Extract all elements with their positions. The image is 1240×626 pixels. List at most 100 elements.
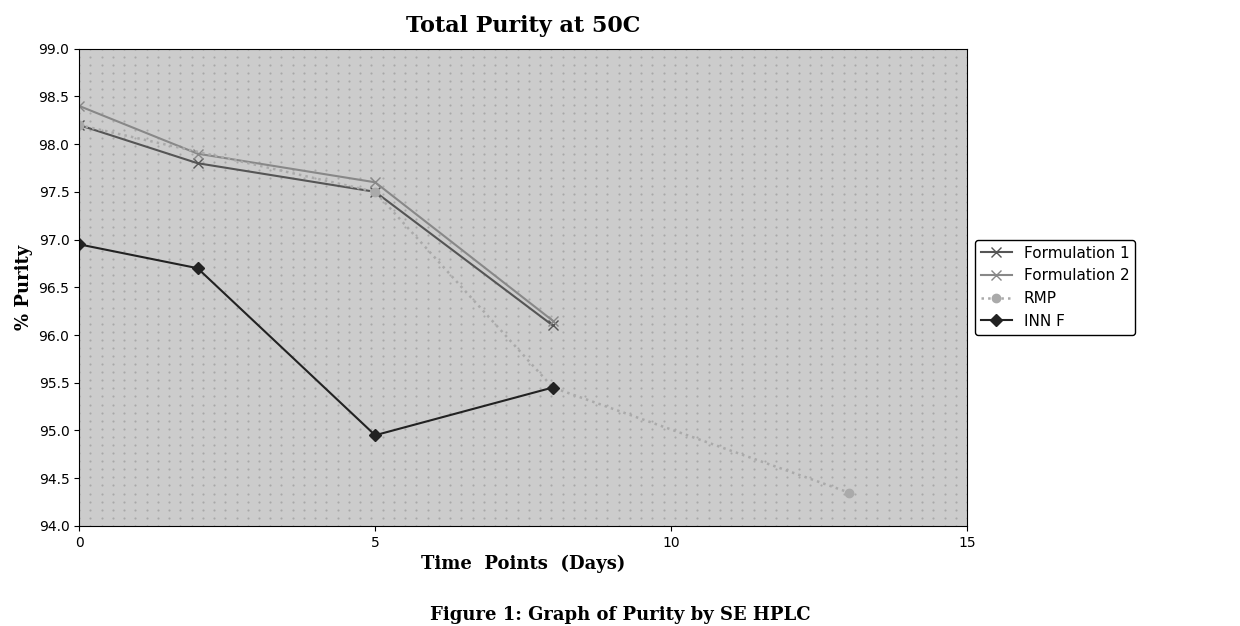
Point [92, 302, 112, 312]
Point [125, 116, 145, 126]
Point [800, 189, 820, 199]
Point [879, 52, 899, 62]
Point [429, 238, 449, 248]
Point [81, 133, 100, 143]
Point [440, 286, 460, 296]
Point [620, 76, 640, 86]
Point [92, 481, 112, 491]
Point [125, 432, 145, 442]
Point [564, 100, 584, 110]
Point [272, 473, 291, 483]
Point [755, 133, 775, 143]
Point [901, 246, 921, 256]
Point [833, 222, 853, 232]
Point [159, 165, 179, 175]
Point [227, 197, 247, 207]
Point [136, 376, 156, 386]
Point [159, 383, 179, 393]
Point [418, 505, 438, 515]
Point [205, 513, 224, 523]
Point [553, 343, 573, 353]
Point [125, 302, 145, 312]
Point [822, 230, 842, 240]
Point [294, 270, 314, 280]
Point [81, 165, 100, 175]
Point [711, 416, 730, 426]
Point [800, 456, 820, 466]
Point [316, 92, 336, 102]
Point [935, 230, 955, 240]
Point [463, 133, 482, 143]
Point [800, 335, 820, 345]
Point [901, 92, 921, 102]
Point [711, 222, 730, 232]
Point [598, 521, 618, 531]
Point [733, 222, 753, 232]
Point [260, 230, 280, 240]
Point [193, 448, 213, 458]
Point [125, 294, 145, 304]
Point [575, 189, 595, 199]
Point [69, 464, 89, 475]
Point [474, 359, 494, 369]
Point [114, 133, 134, 143]
Point [485, 319, 505, 329]
Point [485, 230, 505, 240]
Point [789, 76, 808, 86]
Point [822, 302, 842, 312]
Point [272, 262, 291, 272]
Point [833, 189, 853, 199]
Point [642, 302, 662, 312]
Point [913, 351, 932, 361]
Point [901, 351, 921, 361]
Point [844, 278, 864, 288]
Point [935, 513, 955, 523]
Point [531, 521, 551, 531]
Point [81, 197, 100, 207]
Point [350, 383, 370, 393]
Point [205, 262, 224, 272]
Point [946, 464, 966, 475]
Point [373, 456, 393, 466]
Point [879, 416, 899, 426]
Point [924, 343, 944, 353]
Point [755, 173, 775, 183]
Point [170, 488, 190, 498]
Point [373, 133, 393, 143]
Point [698, 464, 718, 475]
Point [407, 416, 427, 426]
Point [531, 343, 551, 353]
Point [844, 416, 864, 426]
Point [676, 464, 696, 475]
Point [665, 310, 684, 321]
Point [822, 100, 842, 110]
Point [687, 133, 707, 143]
Point [777, 432, 797, 442]
Point [272, 173, 291, 183]
Point [339, 327, 358, 337]
Point [553, 488, 573, 498]
Point [69, 141, 89, 151]
Point [474, 100, 494, 110]
Point [316, 238, 336, 248]
Point [755, 60, 775, 70]
Point [125, 286, 145, 296]
Point [553, 505, 573, 515]
Point [946, 481, 966, 491]
Point [800, 246, 820, 256]
Point [755, 456, 775, 466]
Point [800, 496, 820, 506]
Point [103, 84, 123, 94]
Point [136, 505, 156, 515]
Point [294, 246, 314, 256]
Point [890, 302, 910, 312]
Point [609, 60, 629, 70]
Point [125, 440, 145, 450]
Point [227, 481, 247, 491]
Point [856, 100, 875, 110]
Point [283, 473, 303, 483]
Point [733, 383, 753, 393]
Point [901, 399, 921, 409]
Point [260, 141, 280, 151]
Point [620, 165, 640, 175]
